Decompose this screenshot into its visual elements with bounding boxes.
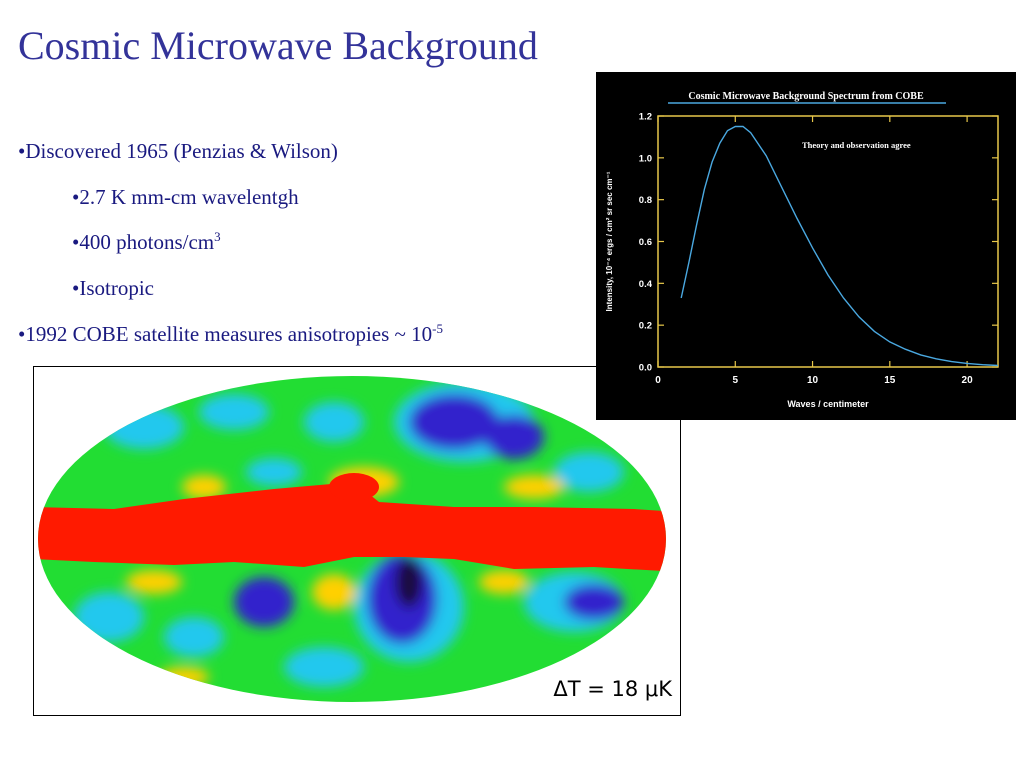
y-tick-label: 1.2 <box>639 112 652 123</box>
bullet-marker: • <box>18 322 26 346</box>
x-tick-label: 10 <box>807 375 819 386</box>
x-tick-label: 0 <box>655 375 661 386</box>
bullet-marker: • <box>72 276 80 300</box>
bullet-text: 400 photons/cm <box>79 230 215 254</box>
bullet-temperature: •2.7 K mm-cm wavelentgh <box>72 184 299 210</box>
bullet-text: Discovered 1965 (Penzias & Wilson) <box>25 139 338 163</box>
bullet-photon-density: •400 photons/cm3 <box>72 229 221 255</box>
bullet-cobe: •1992 COBE satellite measures anisotropi… <box>18 321 443 347</box>
chart-title: Cosmic Microwave Background Spectrum fro… <box>688 91 924 102</box>
delta-t-label: ΔT = 18 μK <box>553 677 672 701</box>
bullet-sup: 3 <box>214 229 221 244</box>
bullet-text: 1992 COBE satellite measures anisotropie… <box>25 322 433 346</box>
y-tick-label: 0.2 <box>639 321 652 332</box>
y-tick-label: 0.4 <box>639 279 653 290</box>
bullet-text: Isotropic <box>79 276 155 300</box>
chart-svg: Cosmic Microwave Background Spectrum fro… <box>605 91 999 409</box>
bullet-marker: • <box>72 185 80 209</box>
y-tick-label: 0.0 <box>639 363 652 374</box>
plot-frame <box>657 115 999 368</box>
chart-annotation: Theory and observation agree <box>802 140 911 150</box>
y-axis-label: Intensity, 10⁻⁴ ergs / cm² sr sec cm⁻¹ <box>605 171 614 311</box>
cmb-map-image <box>38 376 666 702</box>
x-axis-label: Waves / centimeter <box>787 399 869 409</box>
cobe-spectrum-chart: Cosmic Microwave Background Spectrum fro… <box>596 72 1016 420</box>
slide-title: Cosmic Microwave Background <box>18 23 538 68</box>
bullet-marker: • <box>72 230 80 254</box>
x-tick-label: 15 <box>884 375 896 386</box>
bullet-isotropic: •Isotropic <box>72 275 154 301</box>
y-tick-label: 0.8 <box>639 195 652 206</box>
x-tick-label: 20 <box>962 375 974 386</box>
x-tick-label: 5 <box>732 375 738 386</box>
cmb-anisotropy-map: ΔT = 18 μK <box>33 366 681 716</box>
bullet-marker: • <box>18 139 26 163</box>
cmb-sky-ellipse <box>38 376 666 702</box>
series-line-0 <box>680 125 999 367</box>
bullet-sup: -5 <box>432 321 443 336</box>
y-tick-label: 1.0 <box>639 153 652 164</box>
y-tick-label: 0.6 <box>639 237 652 248</box>
bullet-text: 2.7 K mm-cm wavelentgh <box>79 185 299 209</box>
bullet-discovered: •Discovered 1965 (Penzias & Wilson) <box>18 138 338 164</box>
